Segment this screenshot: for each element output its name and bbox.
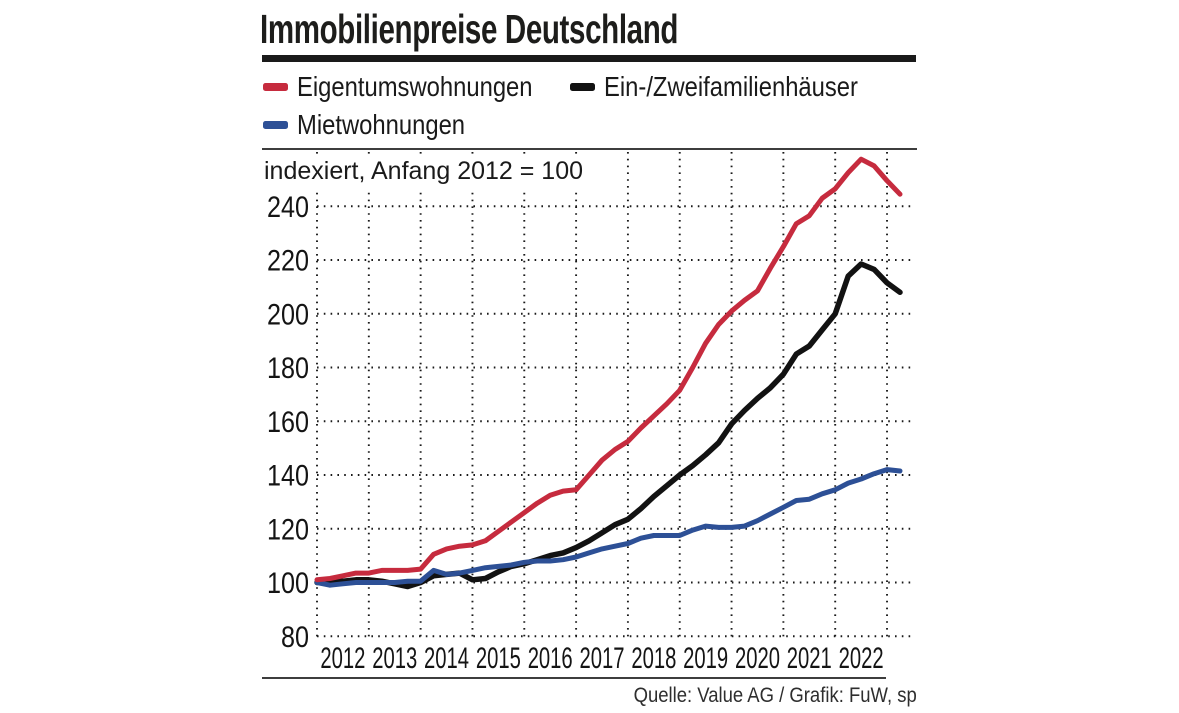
x-tick-label: 2016 <box>528 642 573 675</box>
x-tick-label: 2014 <box>424 642 469 675</box>
x-tick-label: 2018 <box>631 642 676 675</box>
chart-title: Immobilienpreise Deutschland <box>260 6 679 52</box>
series-eigentumswohnungen <box>314 156 903 583</box>
legend-swatch-mietwohnungen <box>263 121 288 129</box>
legend-item-eigentumswohnungen: Eigentumswohnungen <box>263 71 574 102</box>
y-tick-label: 180 <box>267 352 309 385</box>
legend-swatch-eigentumswohnungen <box>263 83 288 91</box>
y-tick-label: 220 <box>267 245 309 278</box>
x-tick-label: 2020 <box>735 642 780 675</box>
y-tick-label: 140 <box>267 460 309 493</box>
legend-label-eigentumswohnungen: Eigentumswohnungen <box>297 71 533 102</box>
legend-item-mietwohnungen: Mietwohnungen <box>263 109 495 140</box>
series-ein-zweifamilienh-user <box>314 261 903 590</box>
y-tick-label: 80 <box>281 621 309 654</box>
x-tick-label: 2017 <box>580 642 625 675</box>
y-tick-label: 100 <box>267 567 309 600</box>
legend-label-ein-zweifamilienhaeuser: Ein-/Zweifamilienhäuser <box>604 71 858 102</box>
y-tick-label: 240 <box>267 191 309 224</box>
x-tick-label: 2013 <box>372 642 417 675</box>
legend-label-mietwohnungen: Mietwohnungen <box>297 109 466 140</box>
x-tick-label: 2022 <box>839 642 884 675</box>
legend-rule <box>262 148 917 150</box>
x-tick-label: 2019 <box>683 642 728 675</box>
y-tick-label: 120 <box>267 513 309 546</box>
source-caption: Quelle: Value AG / Grafik: FuW, sp <box>633 684 917 707</box>
x-tick-label: 2015 <box>476 642 521 675</box>
footer-rule <box>262 677 886 679</box>
y-tick-label: 200 <box>267 298 309 331</box>
chart-subtitle: indexiert, Anfang 2012 = 100 <box>263 156 592 189</box>
legend-item-ein-zweifamilienhaeuser: Ein-/Zweifamilienhäuser <box>570 71 903 102</box>
x-tick-label: 2012 <box>320 642 365 675</box>
x-tick-label: 2021 <box>787 642 832 675</box>
legend-swatch-ein-zweifamilienhaeuser <box>570 83 595 91</box>
title-rule <box>262 55 916 62</box>
y-tick-label: 160 <box>267 406 309 439</box>
series-mietwohnungen <box>314 467 903 588</box>
